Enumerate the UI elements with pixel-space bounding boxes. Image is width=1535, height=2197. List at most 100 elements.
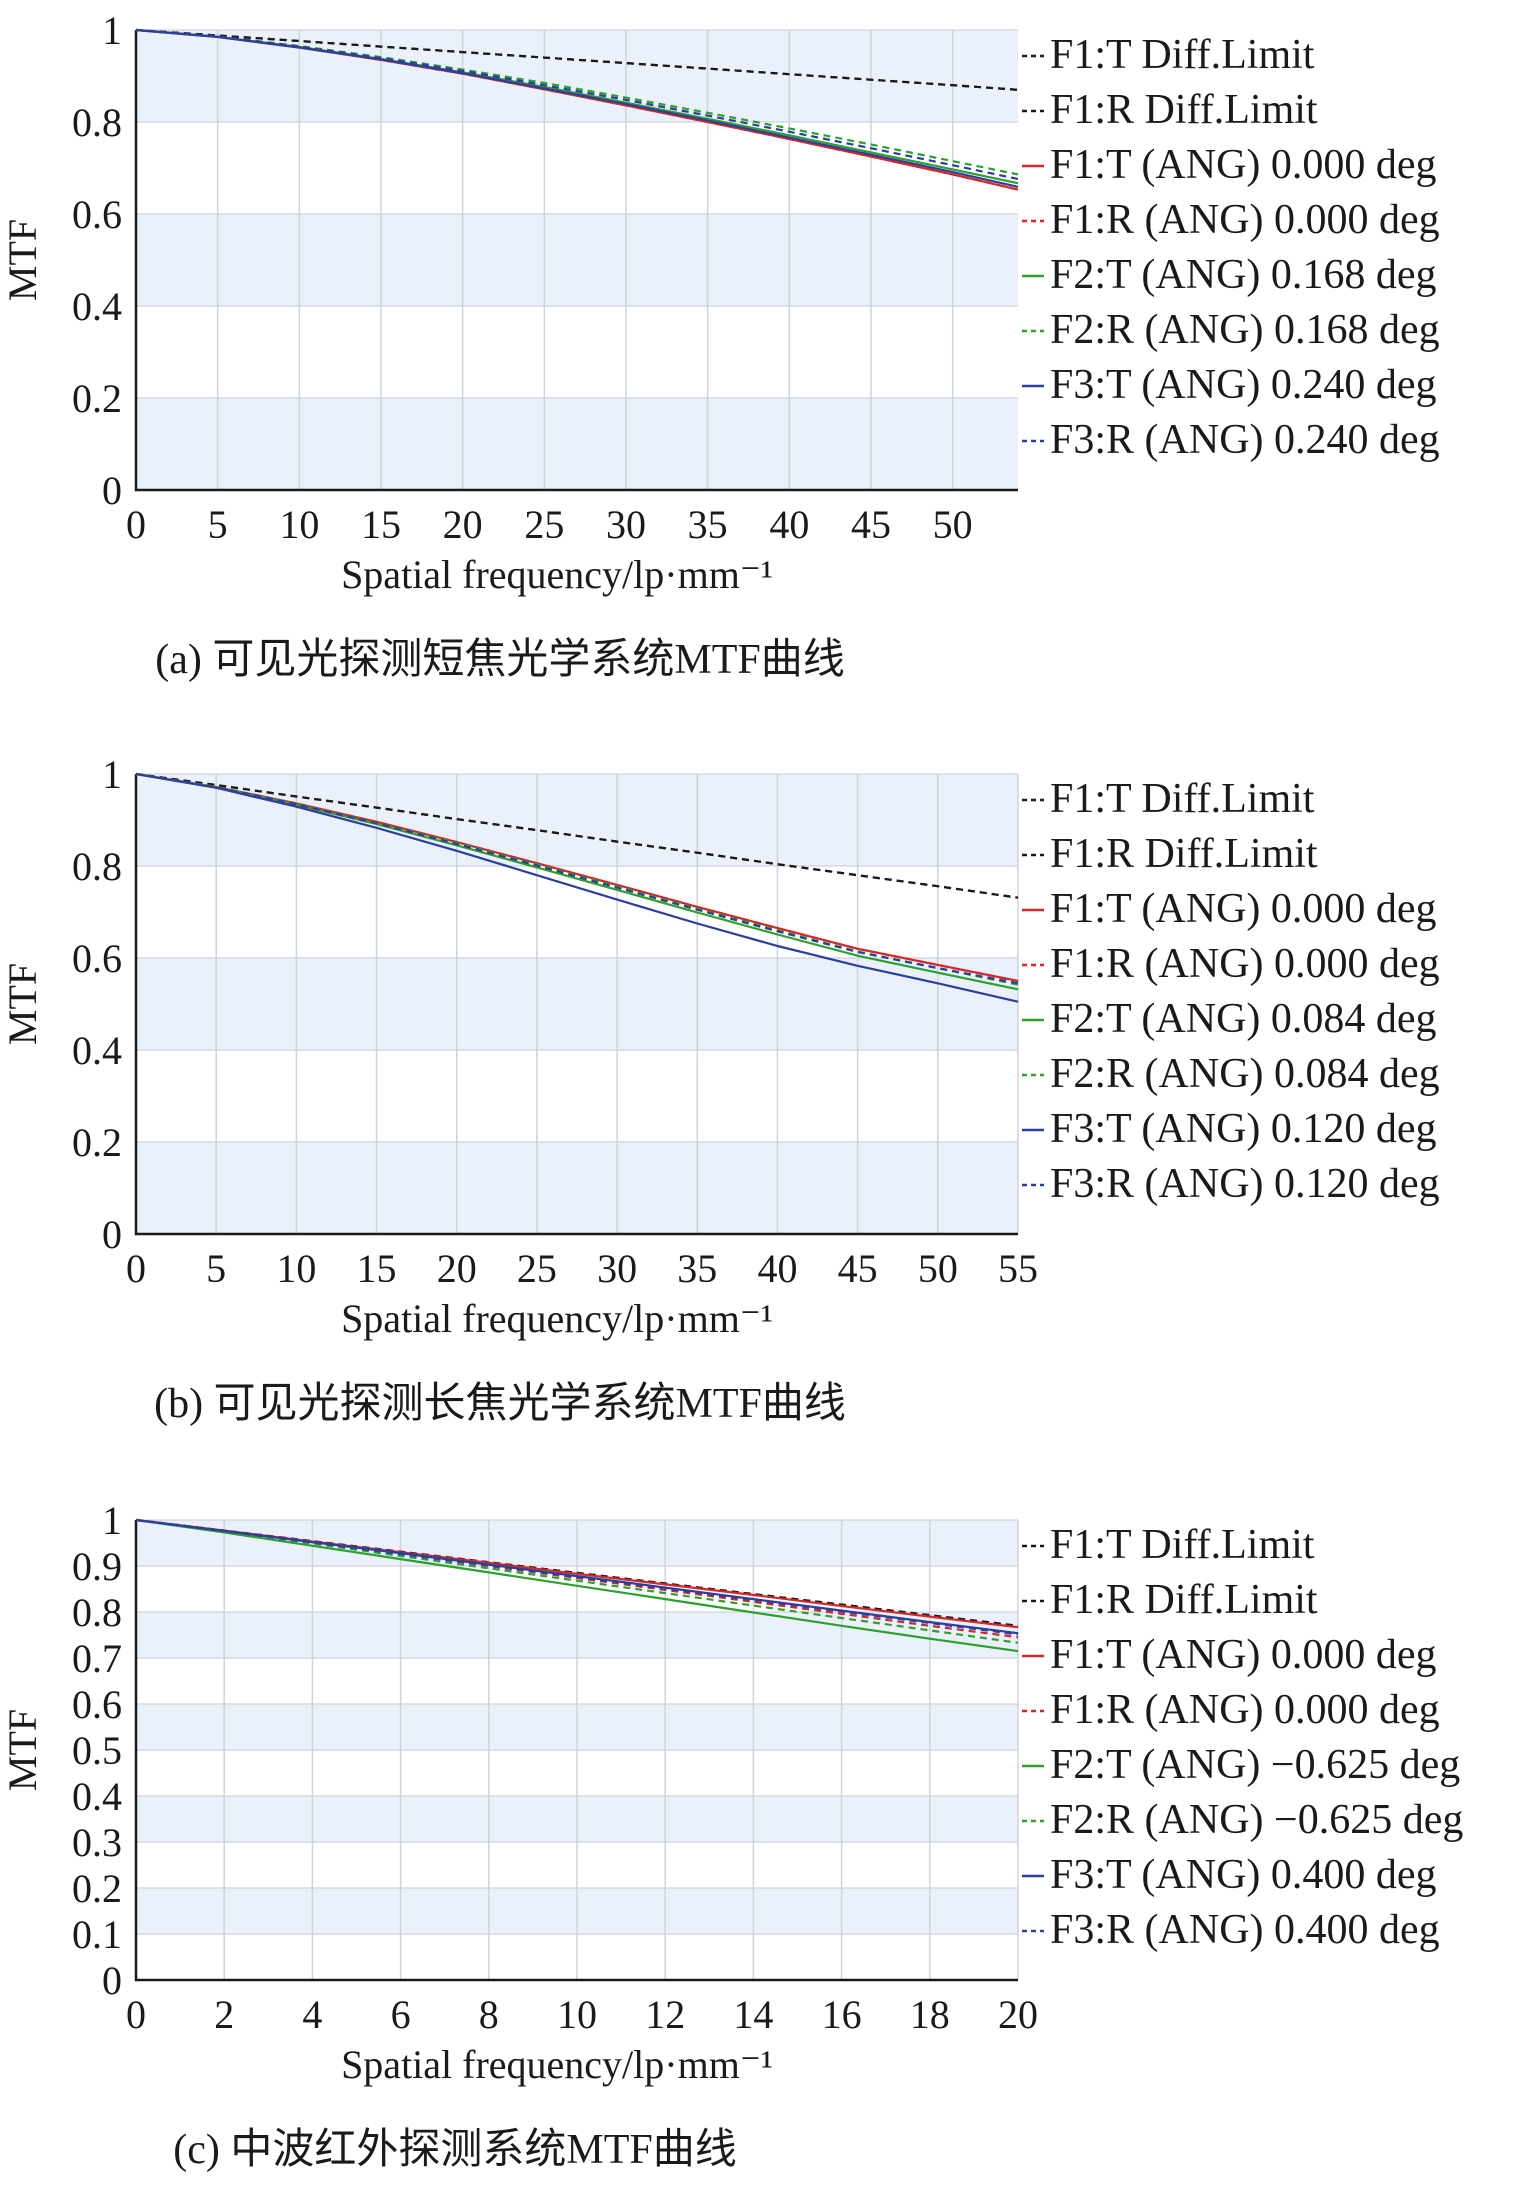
- x-tick-label-a-7: 35: [688, 502, 728, 547]
- mtf-chart-c: 0 2 4 6 8 10 12 14 16 18 2000.10.20.30.40.50.60.70…: [0, 1498, 1463, 2087]
- x-tick-label-a-4: 20: [443, 502, 483, 547]
- x-axis-label-b: Spatial frequency/lp·mm⁻¹: [341, 1296, 773, 1341]
- plot-band-a-0: [136, 398, 1018, 490]
- y-tick-label-c-5: 0.5: [72, 1728, 122, 1773]
- y-tick-label-a-4: 0.8: [72, 100, 122, 145]
- y-tick-label-c-2: 0.2: [72, 1866, 122, 1911]
- x-tick-label-b-9: 45: [838, 1246, 878, 1291]
- axes-c: [134, 1520, 1018, 1982]
- x-tick-label-c-3: 6: [391, 1992, 411, 2037]
- axes-b: [134, 774, 1018, 1236]
- y-tick-label-c-3: 0.3: [72, 1820, 122, 1865]
- y-tick-label-b-3: 0.6: [72, 936, 122, 981]
- mtf-chart-b: 0 5 10 15 20 25 30 35 40 45 50 55 0 0.2 0.4 0.6 0.8 1 Spat…: [0, 752, 1440, 1341]
- y-tick-label-c-9: 0.9: [72, 1544, 122, 1589]
- y-tick-label-c-1: 0.1: [72, 1912, 122, 1957]
- legend-label-a-6: F3:T (ANG) 0.240 deg: [1050, 362, 1437, 408]
- y-tick-label-b-2: 0.4: [72, 1028, 122, 1073]
- x-tick-label-c-5: 10: [557, 1992, 597, 2037]
- chart-panel-a: 0 5 10 15 20 25 30 35 40 45 50 0 0.2 0.4 0.6 0.8 1 Spatia…: [0, 0, 1535, 720]
- x-tick-label-b-0: 0: [126, 1246, 146, 1291]
- legend-label-c-3: F1:R (ANG) 0.000 deg: [1050, 1687, 1440, 1733]
- legend-label-b-2: F1:T (ANG) 0.000 deg: [1050, 886, 1437, 932]
- x-tick-label-c-8: 16: [822, 1992, 862, 2037]
- legend-label-a-7: F3:R (ANG) 0.240 deg: [1050, 417, 1440, 463]
- x-tick-label-a-10: 50: [933, 502, 973, 547]
- plot-band-a-3: [136, 122, 1018, 214]
- x-tick-label-b-4: 20: [437, 1246, 477, 1291]
- plot-band-b-2: [136, 958, 1018, 1050]
- x-tick-label-b-8: 40: [757, 1246, 797, 1291]
- mtf-chart-a: 0 5 10 15 20 25 30 35 40 45 50 0 0.2 0.4 0.6 0.8 1 Spatia…: [0, 8, 1440, 597]
- x-tick-label-a-0: 0: [126, 502, 146, 547]
- legend-label-c-4: F2:T (ANG) −0.625 deg: [1050, 1742, 1460, 1788]
- chart-panel-c: 0 2 4 6 8 10 12 14 16 18 20 0 0.1 0.2 0.3 0.4 0.5 0.6 0.7 0…: [0, 1490, 1535, 2197]
- legend-label-a-2: F1:T (ANG) 0.000 deg: [1050, 142, 1437, 188]
- chart-caption-b: (b) 可见光探测长焦光学系统MTF曲线: [154, 1381, 846, 1427]
- legend-label-b-7: F3:R (ANG) 0.120 deg: [1050, 1161, 1440, 1207]
- x-tick-label-c-1: 2: [214, 1992, 234, 2037]
- y-axis-label-c: MTF: [0, 1709, 45, 1791]
- series-line-a-1: [135, 28, 1019, 91]
- legend-label-b-0: F1:T Diff.Limit: [1050, 776, 1315, 822]
- chart-panel-b: 0 5 10 15 20 25 30 35 40 45 50 55 0 0.2 0.4 0.6 0.8 1 Spat…: [0, 744, 1535, 1464]
- plot-band-b-1: [136, 1050, 1018, 1142]
- y-tick-label-a-0: 0: [102, 468, 122, 513]
- legend-label-b-6: F3:T (ANG) 0.120 deg: [1050, 1106, 1437, 1152]
- y-axis-label-b: MTF: [0, 963, 45, 1045]
- x-tick-label-b-1: 5: [206, 1246, 226, 1291]
- x-tick-label-c-4: 8: [479, 1992, 499, 2037]
- legend-label-b-4: F2:T (ANG) 0.084 deg: [1050, 996, 1437, 1042]
- axes-a: [134, 30, 1018, 492]
- x-tick-label-a-1: 5: [208, 502, 228, 547]
- legend-label-a-3: F1:R (ANG) 0.000 deg: [1050, 197, 1440, 243]
- x-tick-label-a-2: 10: [279, 502, 319, 547]
- legend-label-b-1: F1:R Diff.Limit: [1050, 831, 1318, 877]
- x-tick-label-b-6: 30: [597, 1246, 637, 1291]
- y-axis-label-a: MTF: [0, 219, 45, 301]
- y-tick-label-a-1: 0.2: [72, 376, 122, 421]
- chart-caption-a: (a) 可见光探测短焦光学系统MTF曲线: [155, 637, 845, 683]
- series-line-a-7: [135, 28, 1019, 181]
- series-line-c-7: [135, 1518, 1019, 1636]
- y-tick-label-c-7: 0.7: [72, 1636, 122, 1681]
- plot-band-a-2: [136, 214, 1018, 306]
- x-tick-label-c-9: 18: [910, 1992, 950, 2037]
- x-tick-label-a-5: 25: [524, 502, 564, 547]
- legend-label-b-5: F2:R (ANG) 0.084 deg: [1050, 1051, 1440, 1097]
- series-line-c-4: [135, 1518, 1019, 1653]
- y-tick-label-a-5: 1: [102, 8, 122, 53]
- legend-label-c-0: F1:T Diff.Limit: [1050, 1522, 1315, 1568]
- plot-band-b-4: [136, 774, 1018, 866]
- x-tick-label-b-7: 35: [677, 1246, 717, 1291]
- y-tick-label-b-5: 1: [102, 752, 122, 797]
- y-tick-label-c-10: 1: [102, 1498, 122, 1543]
- y-tick-label-b-0: 0: [102, 1212, 122, 1257]
- y-tick-label-b-4: 0.8: [72, 844, 122, 889]
- series-line-b-6: [135, 772, 1019, 1003]
- x-tick-label-b-3: 15: [357, 1246, 397, 1291]
- series-line-b-7: [135, 772, 1019, 985]
- x-tick-label-b-11: 55: [998, 1246, 1038, 1291]
- y-tick-label-c-6: 0.6: [72, 1682, 122, 1727]
- x-tick-label-a-3: 15: [361, 502, 401, 547]
- x-tick-label-b-10: 50: [918, 1246, 958, 1291]
- x-tick-label-b-5: 25: [517, 1246, 557, 1291]
- y-tick-label-b-1: 0.2: [72, 1120, 122, 1165]
- legend-label-c-5: F2:R (ANG) −0.625 deg: [1050, 1797, 1463, 1843]
- legend-label-a-4: F2:T (ANG) 0.168 deg: [1050, 252, 1437, 298]
- x-tick-label-c-10: 20: [998, 1992, 1038, 2037]
- x-axis-label-c: Spatial frequency/lp·mm⁻¹: [341, 2042, 773, 2087]
- y-tick-label-c-0: 0: [102, 1958, 122, 2003]
- y-tick-label-c-4: 0.4: [72, 1774, 122, 1819]
- legend-label-a-0: F1:T Diff.Limit: [1050, 32, 1315, 78]
- x-tick-label-a-8: 40: [769, 502, 809, 547]
- x-tick-label-c-7: 14: [733, 1992, 773, 2037]
- chart-caption-c: (c) 中波红外探测系统MTF曲线: [173, 2127, 737, 2173]
- series-line-b-1: [135, 772, 1019, 899]
- x-tick-label-a-6: 30: [606, 502, 646, 547]
- x-tick-label-c-0: 0: [126, 1992, 146, 2037]
- legend-label-c-6: F3:T (ANG) 0.400 deg: [1050, 1852, 1437, 1898]
- y-tick-label-a-2: 0.4: [72, 284, 122, 329]
- legend-label-a-1: F1:R Diff.Limit: [1050, 87, 1318, 133]
